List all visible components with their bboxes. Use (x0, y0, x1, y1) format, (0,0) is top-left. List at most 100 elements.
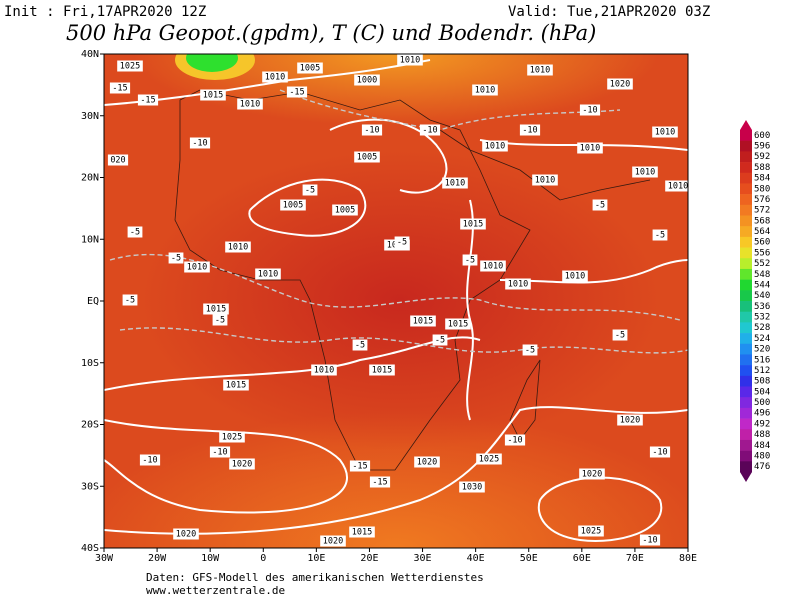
colorbar-label: 520 (754, 345, 770, 355)
temperature-label: -5 (171, 254, 181, 264)
isobar-label-bg (442, 177, 468, 189)
isobar-label-bg (320, 535, 346, 547)
temperature-label: -5 (595, 201, 605, 211)
isobar-label: 1010 (565, 272, 585, 282)
temperature-label-bg (109, 82, 131, 94)
isobar-label-bg (255, 268, 281, 280)
map-labels: 1025 1010 1005 1000 1010 1015 1010 1010 1010 1020… (107, 54, 688, 547)
isobar-label: 1010 (485, 142, 505, 152)
colorbar-label: 576 (754, 195, 770, 205)
isobar-label: 1015 (203, 91, 223, 101)
temperature-label-bg (432, 334, 448, 346)
isobar-label-bg (527, 64, 553, 76)
temperature-label: -10 (212, 448, 227, 458)
field-cold-core (186, 54, 238, 72)
temperature-label-bg (302, 184, 318, 196)
isobar-label-bg (472, 84, 498, 96)
colorbar-swatch (740, 365, 752, 377)
isobar-label: 1015 (352, 528, 372, 538)
lat-label: 30N (81, 111, 99, 122)
temperature-label: -15 (352, 462, 367, 472)
isobar-label: 1010 (187, 263, 207, 273)
colorbar-swatch (740, 247, 752, 259)
isobar-label-bg (225, 241, 251, 253)
colorbar-label: 588 (754, 163, 770, 173)
isobar-label-bg (532, 174, 558, 186)
isobar-label: 1025 (581, 527, 601, 537)
colorbar-swatch (740, 236, 752, 248)
colorbar-swatch (740, 194, 752, 206)
temperature-label-bg (139, 454, 161, 466)
isobar-label-bg (237, 98, 263, 110)
isobar-label-bg (117, 60, 143, 72)
isobar-label-bg (354, 151, 380, 163)
isobar-label-bg (459, 481, 485, 493)
temperature-label-bg (579, 104, 601, 116)
temperature-label-bg (168, 252, 184, 264)
colorbar-swatch (740, 162, 752, 174)
colorbar-label: 600 (754, 131, 770, 141)
colorbar-label: 492 (754, 419, 770, 429)
isobar-label: 1025 (120, 62, 140, 72)
isobar-label: 1020 (323, 537, 343, 547)
temperature-label-bg (612, 329, 628, 341)
isobar-label-bg (397, 54, 423, 66)
isobar-label-bg (632, 166, 658, 178)
lat-label: 10S (81, 358, 99, 369)
temperature-label-bg (361, 124, 383, 136)
colorbar-label: 564 (754, 227, 770, 237)
colorbar-label: 540 (754, 291, 770, 301)
isobar-label: 1025 (479, 455, 499, 465)
temperature-label: -5 (125, 296, 135, 306)
temperature-label-bg (462, 254, 478, 266)
lon-label: 0 (260, 553, 266, 564)
temperature-label-bg (189, 137, 211, 149)
isobar-label: 1020 (582, 470, 602, 480)
colorbar-label: 536 (754, 302, 770, 312)
temperature-label-bg (394, 236, 410, 248)
colorbar-label: 568 (754, 216, 770, 226)
isobar-label: 1010 (635, 168, 655, 178)
colorbar-label: 504 (754, 387, 770, 397)
temperature-label: -15 (140, 96, 155, 106)
isobar-label-bg (349, 526, 375, 538)
lon-label: 60E (573, 553, 591, 564)
colorbar-swatch (740, 354, 752, 366)
map-title: 500 hPa Geopot.(gpdm), T (C) und Bodendr… (66, 21, 596, 45)
isobar-label-bg (280, 199, 306, 211)
lon-label: 70E (626, 553, 644, 564)
isobar-label: 1010 (445, 179, 465, 189)
colorbar-swatch (740, 386, 752, 398)
colorbar-swatch (740, 268, 752, 280)
isobar-label: 1020 (620, 416, 640, 426)
isobar-label-bg (184, 261, 210, 273)
isobar-label-bg (262, 71, 288, 83)
lon-label: 20E (360, 553, 378, 564)
temperature-label: -10 (192, 139, 207, 149)
colorbar-swatch (740, 439, 752, 451)
lat-label: 10N (81, 234, 99, 245)
temperature-label: -5 (305, 186, 315, 196)
colorbar-label: 528 (754, 323, 770, 333)
valid-time: Valid: Tue,21APR2020 03Z (508, 4, 710, 20)
colorbar-label: 596 (754, 142, 770, 152)
isobar-label: 1030 (462, 483, 482, 493)
temperature-label: -10 (507, 436, 522, 446)
isobar-label-bg (203, 303, 229, 315)
colorbar-swatch (740, 183, 752, 195)
isobar-label-bg (579, 468, 605, 480)
isobar-label-bg (219, 431, 245, 443)
isobar-label: 1010 (655, 128, 675, 138)
isobar-label-bg (200, 89, 226, 101)
colorbar-swatch (740, 151, 752, 163)
isobar-label-bg (410, 315, 436, 327)
temperature-label-bg (639, 534, 661, 546)
isobar-label-bg (578, 525, 604, 537)
temperature-label: -10 (422, 126, 437, 136)
isobar-label-bg (577, 142, 603, 154)
colorbar-label: 512 (754, 366, 770, 376)
isobar-label-bg (476, 453, 502, 465)
colorbar-swatch (740, 450, 752, 462)
isobar-label-bg (562, 270, 588, 282)
